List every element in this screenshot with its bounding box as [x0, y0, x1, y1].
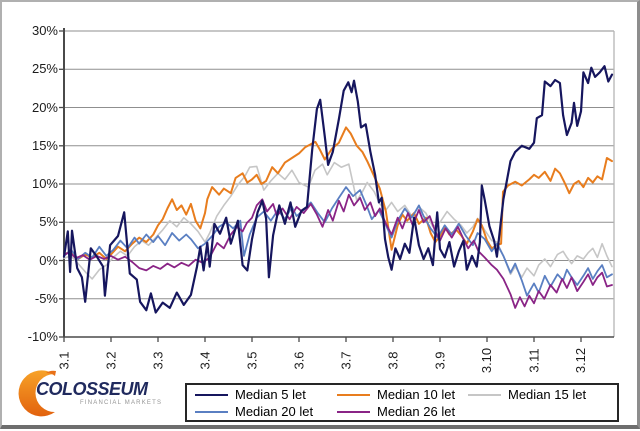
x-axis-label: 3.7 [338, 350, 354, 370]
colosseum-swoosh-icon [18, 370, 56, 417]
legend-label-median-15-let: Median 15 let [508, 387, 587, 402]
legend-marker-median-15-let [468, 394, 501, 396]
legend-marker-median-10-let [337, 394, 370, 396]
legend-item-median-15-let: Median 15 let [468, 387, 586, 403]
x-axis-label: 3.4 [197, 350, 213, 370]
legend-item-median-5-let: Median 5 let [195, 387, 306, 403]
y-axis-label: 0% [39, 252, 58, 268]
y-axis-label: 15% [31, 137, 58, 153]
colosseum-logo: COLOSSEUM FINANCIAL MARKETS [12, 366, 177, 424]
legend-item-median-20-let: Median 20 let [195, 404, 313, 420]
y-axis-label: 5% [39, 214, 58, 230]
y-axis-label: 10% [31, 176, 58, 191]
legend-label-median-5-let: Median 5 let [235, 387, 306, 402]
legend-marker-median-20-let [195, 411, 228, 413]
x-axis-label: 3.9 [432, 350, 448, 370]
y-axis-label: -10% [27, 329, 58, 344]
x-axis-label: 3.6 [291, 350, 307, 370]
x-axis-label: 3.8 [385, 350, 401, 370]
x-axis-label: 3.12 [573, 347, 589, 373]
y-axis-label: 30% [31, 23, 58, 38]
legend-label-median-10-let: Median 10 let [377, 387, 456, 402]
x-axis-label: 3.5 [244, 350, 260, 370]
x-axis-label: 3.11 [526, 347, 542, 373]
y-axis-label: 20% [31, 99, 58, 115]
legend: Median 5 let Median 10 let Median 15 let… [185, 383, 619, 422]
legend-marker-median-26-let [337, 411, 370, 413]
logo-subtext: FINANCIAL MARKETS [80, 400, 163, 406]
legend-item-median-26-let: Median 26 let [337, 404, 455, 420]
logo-text: COLOSSEUM [36, 379, 148, 399]
legend-label-median-26-let: Median 26 let [377, 404, 456, 419]
x-axis-label: 3.10 [479, 347, 495, 373]
y-axis-label: 25% [31, 61, 58, 77]
legend-label-median-20-let: Median 20 let [235, 404, 314, 419]
legend-marker-median-5-let [195, 394, 228, 396]
legend-item-median-10-let: Median 10 let [337, 387, 455, 403]
y-axis-label: -5% [34, 290, 58, 306]
